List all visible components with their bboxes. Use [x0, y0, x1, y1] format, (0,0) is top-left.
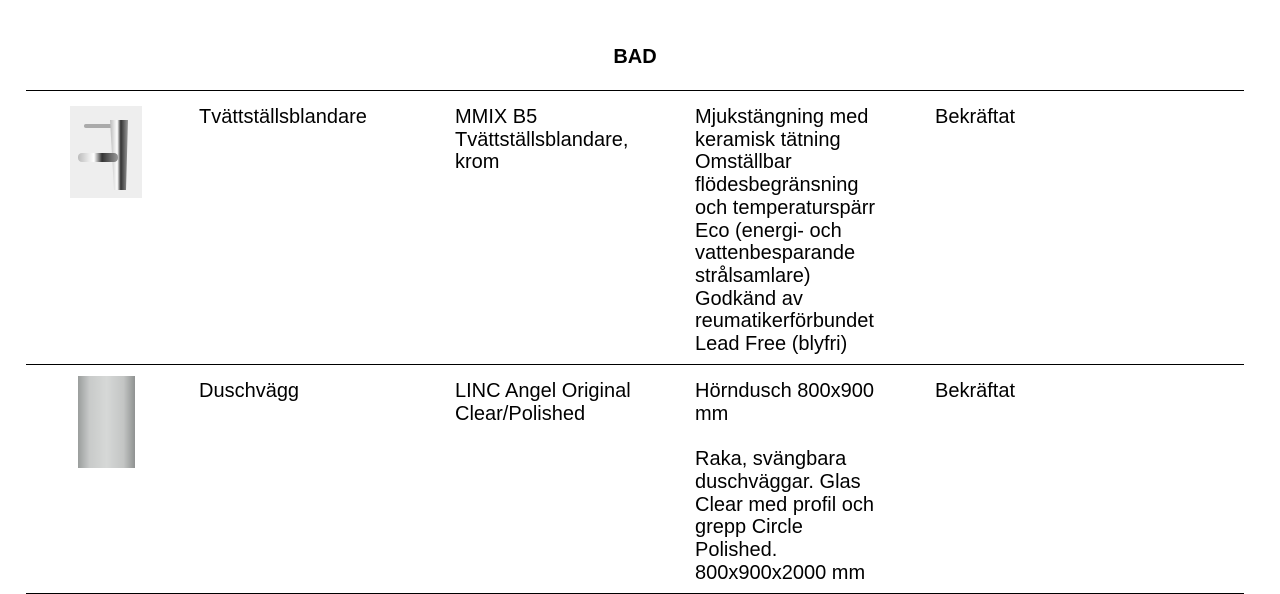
divider	[26, 364, 1244, 365]
description-cell: Hörndusch 800x900 mm Raka, svängbara dus…	[695, 380, 875, 584]
faucet-image	[70, 106, 142, 198]
status-cell: Bekräftat	[935, 380, 1016, 402]
status-cell: Bekräftat	[935, 106, 1016, 128]
divider	[26, 90, 1244, 91]
section-title: BAD	[613, 46, 657, 68]
description-cell: Mjukstängning med keramisk tätning Omstä…	[695, 106, 876, 356]
category-cell: Tvättställsblandare	[199, 106, 367, 128]
category-cell: Duschvägg	[199, 380, 300, 402]
product-cell: MMIX B5 Tvättställsblandare, krom	[455, 106, 629, 174]
product-cell: LINC Angel Original Clear/Polished	[455, 380, 631, 425]
shower-wall-image	[78, 376, 135, 468]
